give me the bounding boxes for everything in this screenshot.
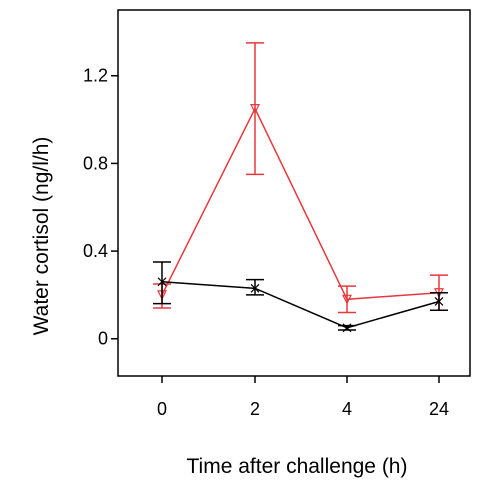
data-point: [434, 297, 444, 306]
data-marks: [153, 42, 448, 333]
series-line-2: [161, 281, 440, 329]
data-point: [342, 323, 352, 333]
data-point: [342, 294, 352, 305]
x-tick-label: 4: [342, 399, 352, 419]
x-tick-label: 0: [157, 399, 167, 419]
data-point: [250, 104, 260, 114]
axis-ticks: 00.40.81.20 2 4 24: [83, 66, 449, 419]
y-tick-label: 0: [98, 329, 108, 349]
error-bar: [246, 42, 264, 176]
plot-frame: [117, 9, 471, 377]
y-tick-label: 1.2: [83, 66, 108, 86]
y-axis-title: Water cortisol (ng/l/h): [30, 137, 53, 336]
x-axis-title: Time after challenge (h): [187, 455, 408, 478]
error-bar: [246, 278, 264, 296]
error-bar: [338, 285, 356, 314]
series-line-1: [161, 106, 440, 301]
y-tick-label: 0.4: [83, 241, 108, 261]
y-tick-label: 0.8: [83, 153, 108, 173]
data-point: [250, 283, 260, 293]
error-bar: [153, 261, 171, 305]
data-point: [157, 277, 167, 287]
x-tick-label: 24: [429, 399, 449, 419]
x-tick-label: 2: [250, 399, 260, 419]
